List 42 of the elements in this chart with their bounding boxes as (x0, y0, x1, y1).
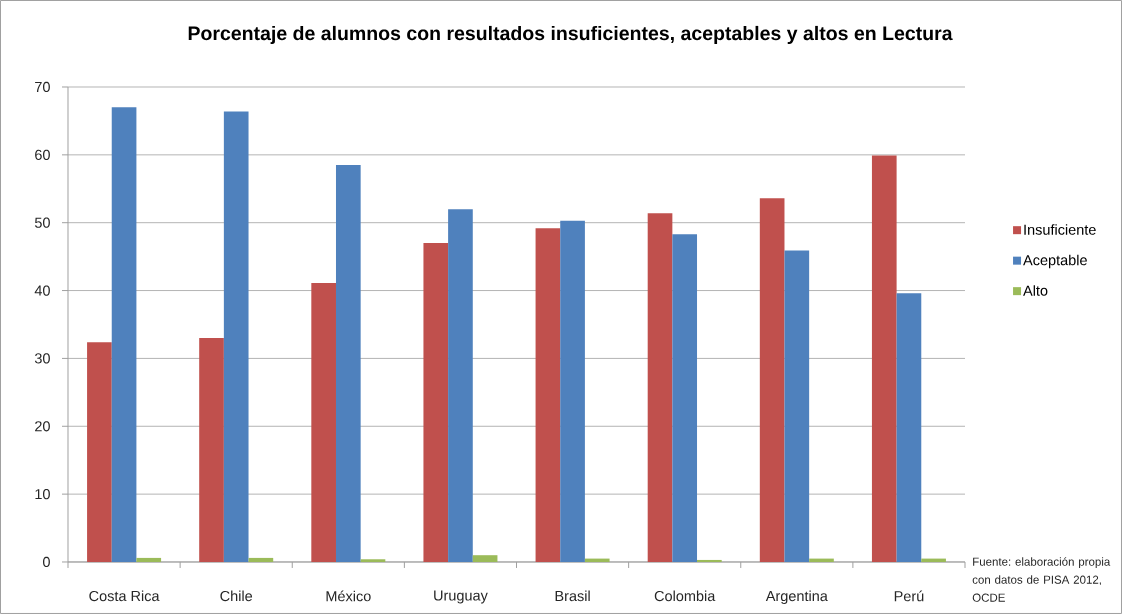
bar (136, 557, 162, 562)
bar (199, 338, 224, 562)
bar (697, 559, 722, 562)
bar (423, 243, 449, 562)
y-tick-label: 10 (35, 488, 50, 500)
bar (448, 209, 473, 562)
y-tick-label: 0 (42, 556, 50, 568)
bar (223, 111, 249, 562)
legend-label: Alto (1023, 285, 1048, 296)
chart-title: Porcentaje de alumnos con resultados insuficientes, aceptables y altos en Lectura (188, 25, 953, 45)
bar (111, 107, 137, 562)
bar (311, 283, 336, 562)
legend-label: Insuficiente (1024, 224, 1096, 235)
bar (560, 220, 585, 562)
x-tick-label: México (326, 590, 371, 602)
bar (472, 555, 498, 562)
bar (335, 165, 361, 562)
y-tick-label: 60 (35, 149, 50, 160)
y-tick-label: 20 (35, 421, 50, 432)
y-tick-label: 30 (34, 353, 50, 364)
bar (647, 213, 673, 562)
bar (360, 559, 386, 562)
bar (896, 293, 922, 562)
x-tick-label: Brasil (555, 590, 590, 602)
x-tick-label: Costa Rica (89, 590, 160, 602)
bar (871, 155, 897, 562)
bar (248, 557, 274, 562)
x-tick-label: Argentina (765, 590, 828, 605)
bar (672, 234, 698, 562)
bar (87, 342, 112, 562)
bar (784, 250, 810, 562)
x-tick-label: Uruguay (434, 590, 488, 604)
y-tick-label: 70 (35, 81, 50, 93)
legend-label: Aceptable (1023, 254, 1087, 269)
bar (535, 228, 561, 562)
bar (759, 198, 785, 562)
x-tick-label: Perú (894, 590, 924, 602)
y-tick-label: 40 (34, 285, 50, 296)
source-note: Fuente: elaboración propia con datos de PISA 2012, OCDE (972, 557, 1111, 602)
x-tick-label: Colombia (654, 590, 716, 602)
x-tick-label: Chile (220, 590, 253, 602)
y-tick-label: 50 (34, 217, 50, 228)
